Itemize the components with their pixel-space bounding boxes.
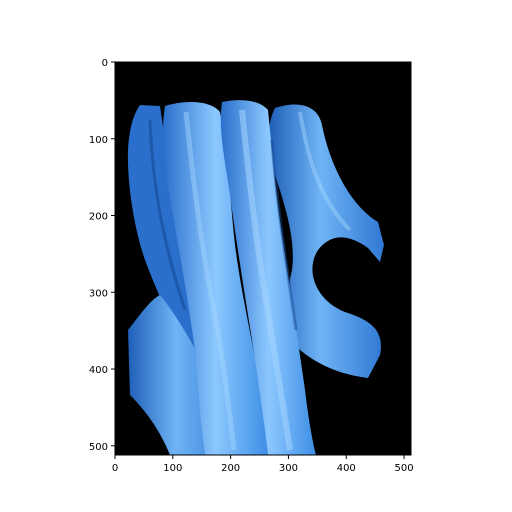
- blue-strand: [163, 102, 268, 455]
- blue-strand: [127, 105, 205, 360]
- image-content: [127, 100, 384, 455]
- y-axis: 0 100 200 300 400 500: [89, 58, 115, 453]
- y-tick-label: 500: [89, 442, 108, 453]
- image-frame: [114, 61, 412, 456]
- strand-highlight: [183, 111, 237, 451]
- x-tick-label: 300: [279, 463, 298, 474]
- y-tick-label: 200: [89, 212, 108, 223]
- y-tick-label: 100: [89, 135, 108, 146]
- x-tick-label: 400: [337, 463, 356, 474]
- image-area: [114, 61, 412, 456]
- x-tick-label: 500: [395, 463, 414, 474]
- strand-highlight: [298, 111, 352, 232]
- strand-highlight: [239, 109, 293, 451]
- y-tick-label: 400: [89, 365, 108, 376]
- x-tick-label: 200: [221, 463, 240, 474]
- y-tick-label: 0: [102, 58, 108, 69]
- y-tick-label: 300: [89, 288, 108, 299]
- blue-strand: [220, 100, 316, 455]
- strand-shadow: [148, 119, 187, 311]
- blue-strand: [268, 104, 384, 379]
- x-axis: 0 100 200 300 400 500: [112, 455, 414, 474]
- x-tick-label: 100: [163, 463, 182, 474]
- strand-shadow: [270, 139, 298, 331]
- x-tick-label: 0: [112, 463, 118, 474]
